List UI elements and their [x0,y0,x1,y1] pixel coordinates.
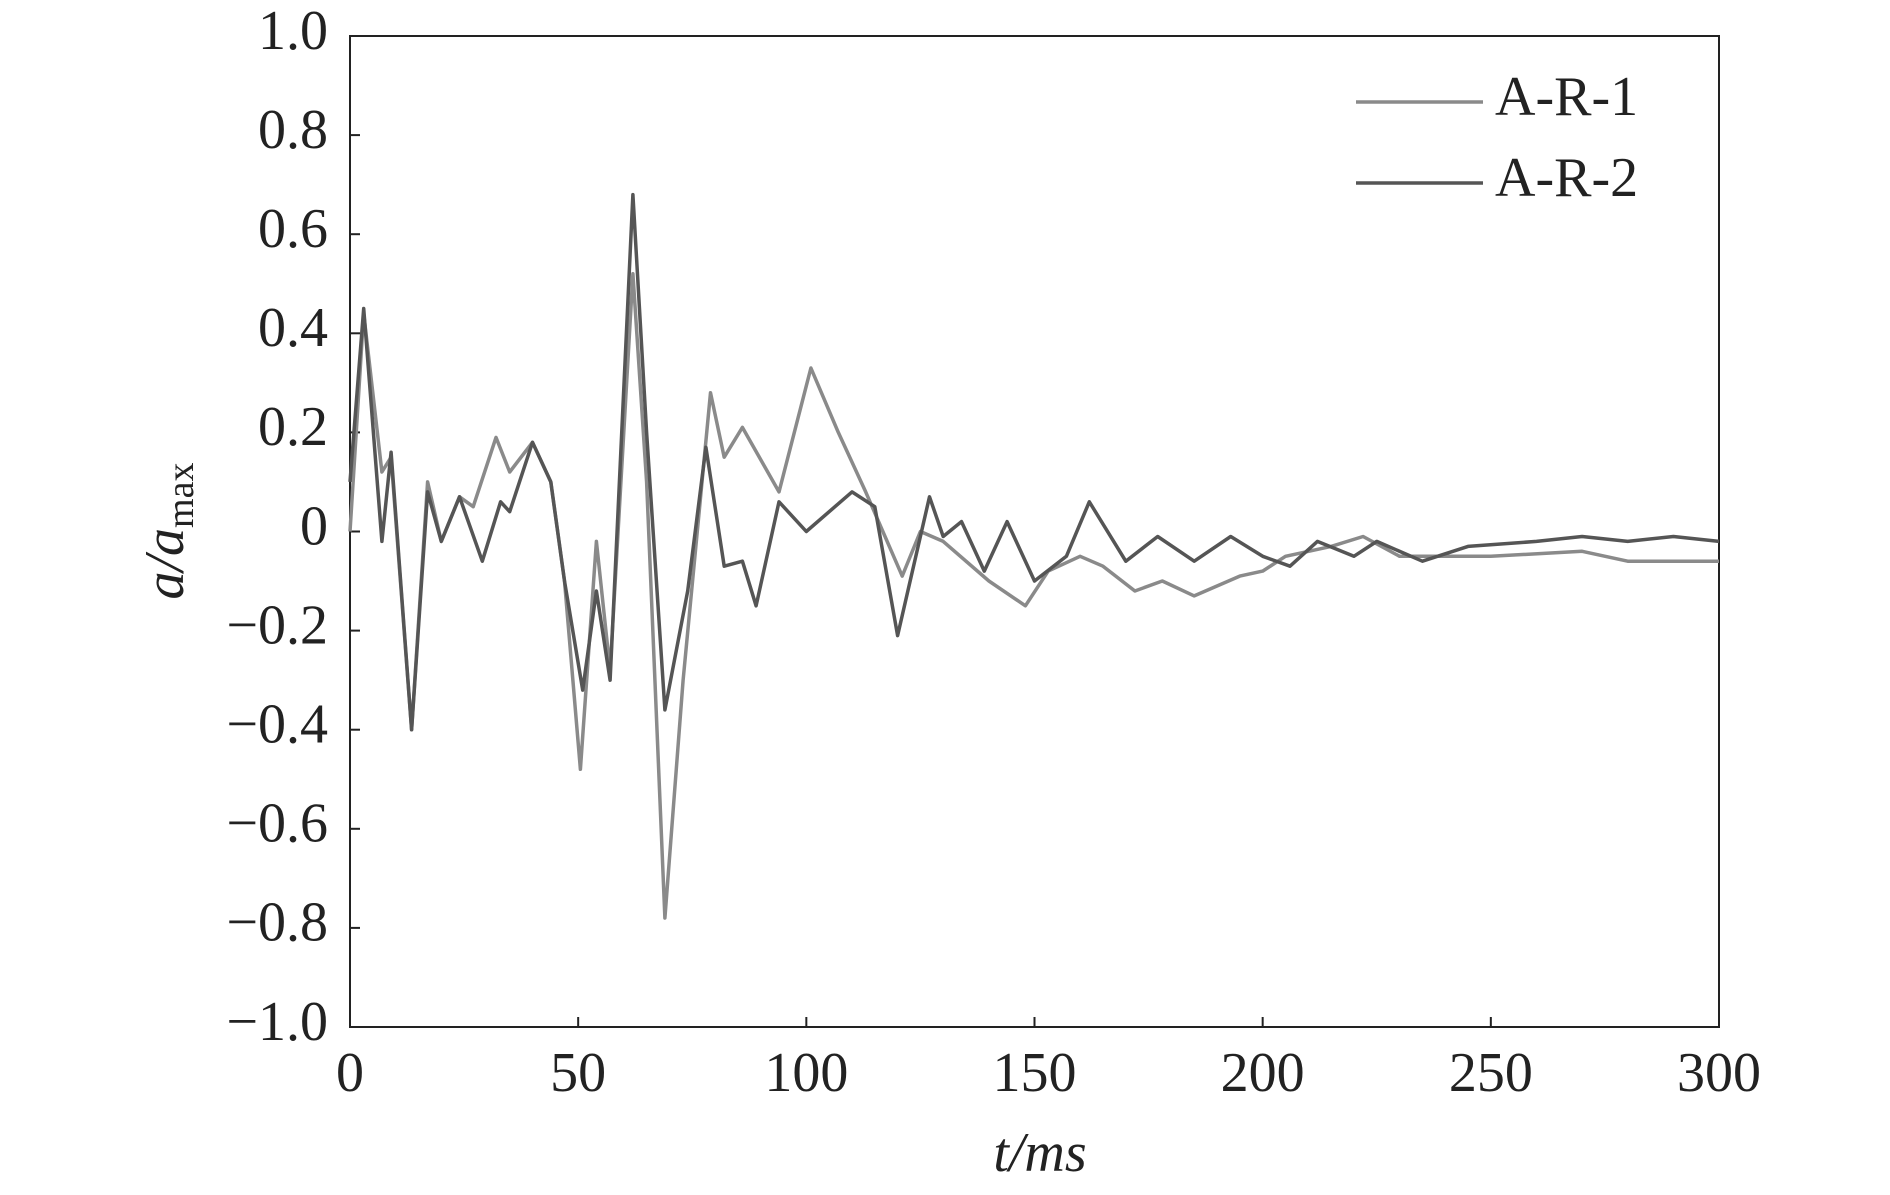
y-tick-label: 0.2 [258,396,328,458]
y-tick-label: −0.4 [226,694,328,756]
y-axis-label-main: a/a [134,528,196,600]
y-tick-label: −0.6 [226,793,328,855]
y-tick-label: 0.4 [258,297,328,359]
x-tick-label: 300 [1677,1042,1761,1104]
legend-label: A-R-1 [1495,66,1638,128]
y-axis-label-subscript: max [160,463,202,528]
legend-label: A-R-2 [1495,147,1638,209]
y-tick-label: −1.0 [226,991,328,1053]
y-tick-label: 0.8 [258,99,328,161]
x-tick-label: 50 [550,1042,606,1104]
y-tick-label: 1.0 [258,0,328,62]
x-tick-label: 0 [336,1042,364,1104]
y-tick-label: −0.8 [226,892,328,954]
y-tick-label: −0.2 [226,594,328,656]
x-tick-label: 200 [1221,1042,1305,1104]
line-series [348,192,1720,732]
x-tick-label: 250 [1449,1042,1533,1104]
x-axis-label: t/ms [993,1122,1086,1184]
x-axis-label-text: t/ms [993,1122,1086,1184]
line-series [348,272,1719,920]
y-tick-label: 0.6 [258,198,328,260]
x-tick-label: 150 [993,1042,1077,1104]
y-tick-label: 0 [300,495,328,557]
y-axis-label: a/amax [134,463,202,600]
x-tick-label: 100 [764,1042,848,1104]
